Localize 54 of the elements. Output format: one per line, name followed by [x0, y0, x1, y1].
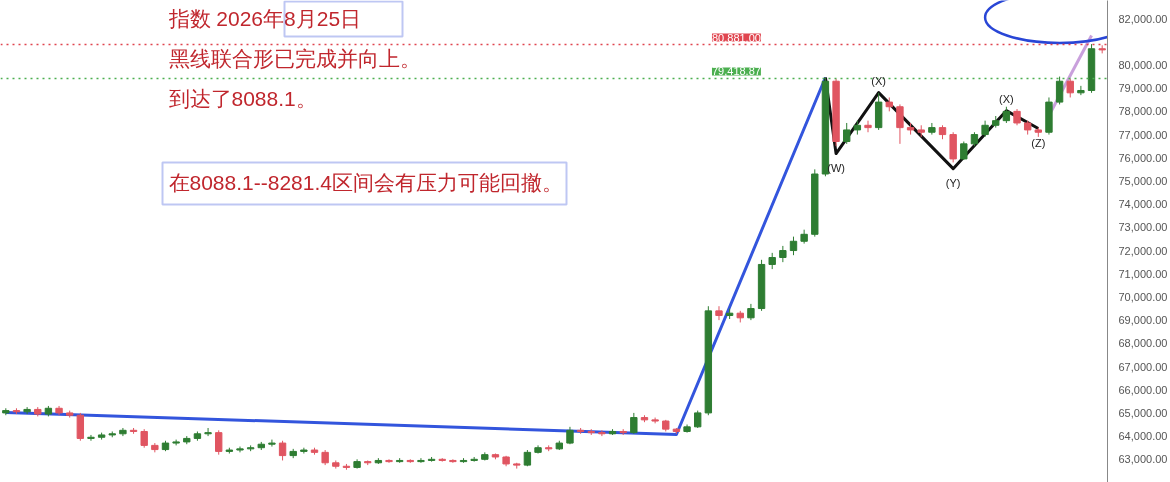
y-tick-label: 82,000.00 [1118, 12, 1168, 25]
candlestick [119, 427, 127, 437]
y-tick-label: 65,000.00 [1118, 406, 1168, 419]
annotation: 黑线联合形已完成并向上。 [168, 47, 421, 70]
candlestick [417, 457, 425, 464]
candlestick [896, 103, 904, 145]
candlestick [278, 440, 287, 461]
candlestick [715, 305, 723, 321]
annotation: (Z) [1031, 136, 1046, 149]
y-tick-label: 76,000.00 [1118, 151, 1168, 164]
candlestick [779, 245, 787, 263]
candlestick [76, 412, 85, 442]
candlestick [928, 122, 936, 136]
annotation: (Y) [945, 176, 961, 189]
y-tick-label: 66,000.00 [1118, 383, 1168, 396]
candlestick [449, 458, 457, 464]
annotation: (X) [871, 74, 886, 87]
y-tick-label: 71,000.00 [1118, 267, 1168, 280]
y-tick-label: 64,000.00 [1118, 430, 1168, 443]
y-tick-label: 63,000.00 [1118, 453, 1168, 466]
annotation: (X) [999, 92, 1014, 105]
y-tick-label: 80,000.00 [1118, 58, 1168, 71]
y-tick-label: 79,000.00 [1118, 82, 1168, 95]
candlestick [87, 434, 95, 442]
y-tick-label: 69,000.00 [1118, 314, 1168, 327]
chart-title: 指数 2026年8月25日 [167, 7, 362, 30]
candlestick [140, 428, 148, 449]
candlestick [1055, 76, 1064, 105]
annotation: 到达了8088.1。 [168, 87, 317, 110]
candlestick [23, 406, 31, 415]
y-tick-label: 74,000.00 [1118, 198, 1168, 211]
ref-line-label: 79,418.87 [711, 65, 761, 78]
candlestick [204, 427, 212, 437]
y-tick-label: 70,000.00 [1118, 290, 1168, 303]
candlestick [630, 412, 638, 435]
candlestick [385, 458, 393, 464]
y-tick-label: 78,000.00 [1118, 105, 1168, 118]
y-tick-label: 72,000.00 [1118, 244, 1168, 257]
candlestick [789, 236, 798, 256]
annotation: 在8088.1--8281.4区间会有压力可能回撤。 [168, 171, 563, 194]
candlestick [843, 122, 851, 145]
candlestick [215, 429, 223, 456]
candlestick [1066, 78, 1074, 98]
y-tick-label: 75,000.00 [1118, 174, 1168, 187]
y-tick-label: 77,000.00 [1118, 128, 1168, 141]
candlestick [1077, 85, 1085, 96]
y-tick-label: 67,000.00 [1118, 360, 1168, 373]
candlestick [268, 439, 276, 448]
ref-line-label: 80,881.00 [711, 31, 761, 44]
y-tick-label: 68,000.00 [1118, 337, 1168, 350]
candlestick [598, 429, 606, 437]
candlestick [864, 120, 872, 133]
y-tick-label: 73,000.00 [1118, 221, 1168, 234]
candlestick [300, 447, 308, 455]
